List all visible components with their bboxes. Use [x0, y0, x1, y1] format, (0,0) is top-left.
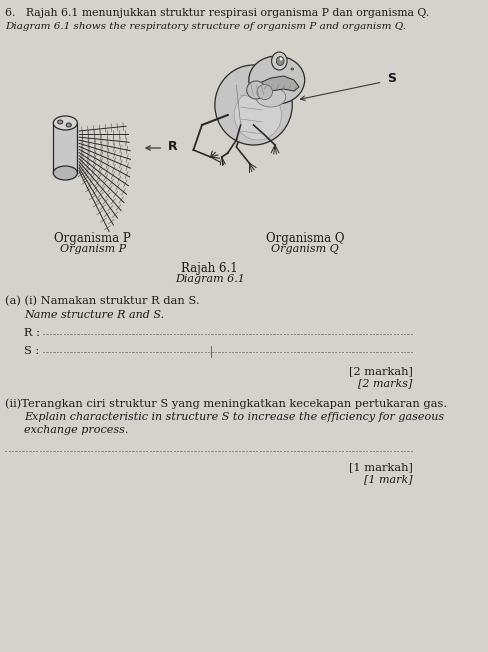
Text: [2 marks]: [2 marks] [358, 378, 412, 388]
Ellipse shape [291, 68, 293, 70]
Text: exchange process.: exchange process. [24, 425, 128, 435]
Ellipse shape [66, 123, 71, 127]
Text: [1 markah]: [1 markah] [348, 462, 412, 472]
Ellipse shape [53, 166, 78, 180]
Text: 6.   Rajah 6.1 menunjukkan struktur respirasi organisma P dan organisma Q.: 6. Rajah 6.1 menunjukkan struktur respir… [5, 8, 429, 18]
Ellipse shape [53, 116, 78, 130]
Polygon shape [260, 76, 299, 91]
Text: Diagram 6.1: Diagram 6.1 [175, 274, 244, 284]
Circle shape [276, 57, 284, 65]
Text: Organism P: Organism P [60, 244, 126, 254]
Text: (ii)Terangkan ciri struktur S yang meningkatkan kecekapan pertukaran gas.: (ii)Terangkan ciri struktur S yang menin… [5, 398, 447, 409]
Ellipse shape [249, 56, 305, 104]
Text: Organism Q: Organism Q [271, 244, 339, 254]
Text: S :: S : [24, 346, 40, 356]
Text: Organisma P: Organisma P [55, 232, 131, 245]
Text: Organisma Q: Organisma Q [266, 232, 345, 245]
Ellipse shape [215, 65, 292, 145]
Circle shape [272, 52, 287, 70]
Text: [1 mark]: [1 mark] [364, 474, 412, 484]
Ellipse shape [246, 81, 265, 99]
Text: Rajah 6.1: Rajah 6.1 [182, 262, 238, 275]
Ellipse shape [257, 85, 272, 100]
Circle shape [280, 57, 283, 61]
Text: R :: R : [24, 328, 40, 338]
Text: [2 markah]: [2 markah] [348, 366, 412, 376]
Text: Explain characteristic in structure S to increase the efficiency for gaseous: Explain characteristic in structure S to… [24, 412, 444, 422]
Ellipse shape [58, 120, 63, 124]
Bar [53, 123, 78, 173]
Ellipse shape [256, 87, 286, 107]
Text: S: S [387, 72, 396, 85]
Text: Name structure R and S.: Name structure R and S. [24, 310, 164, 320]
Text: Diagram 6.1 shows the respiratory structure of organism P and organism Q.: Diagram 6.1 shows the respiratory struct… [5, 22, 406, 31]
Ellipse shape [234, 90, 282, 140]
Text: R: R [167, 140, 177, 153]
Text: (a) (i) Namakan struktur R dan S.: (a) (i) Namakan struktur R dan S. [5, 296, 200, 306]
